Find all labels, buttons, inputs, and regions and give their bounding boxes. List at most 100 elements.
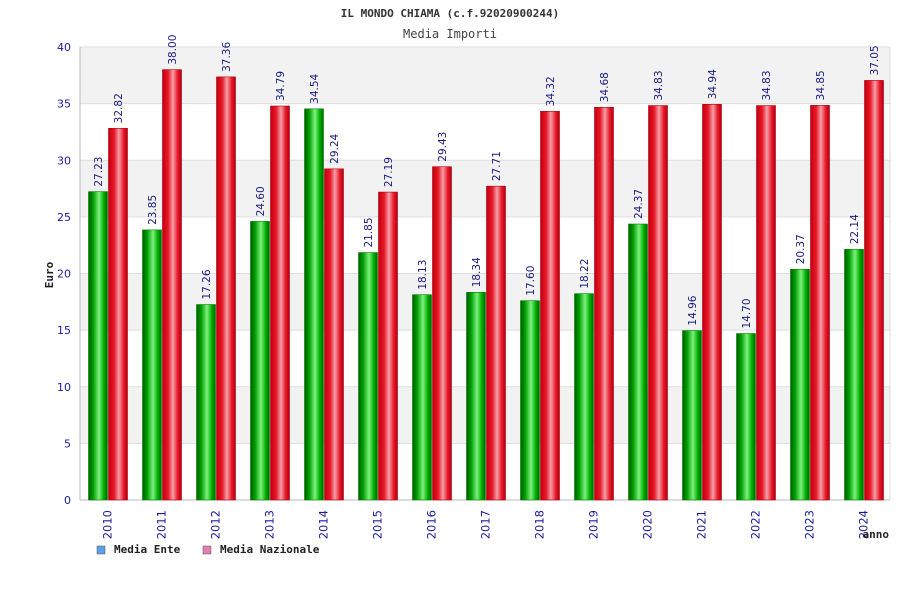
bar-media-nazionale: [540, 111, 560, 501]
bar-value-label: 34.32: [545, 76, 557, 106]
y-axis-ticks: 0 5 10 15 20 25 30 35 40: [57, 41, 71, 507]
bars: [88, 69, 884, 501]
legend-swatch-nazionale: [202, 545, 212, 555]
bar-media-nazionale: [216, 76, 236, 501]
bar-media-ente: [628, 223, 648, 501]
x-tick-label: 2023: [803, 510, 817, 539]
bar-value-label: 14.70: [741, 298, 753, 328]
x-tick-label: 2022: [749, 510, 763, 539]
bar-media-nazionale: [864, 80, 884, 501]
bar-media-ente: [196, 304, 216, 501]
x-tick-label: 2012: [209, 510, 223, 539]
bar-value-label: 17.26: [201, 269, 213, 299]
y-axis-label: Euro: [43, 261, 56, 288]
y-tick-label: 35: [57, 98, 71, 111]
bar-media-nazionale: [810, 105, 830, 501]
bar-media-nazionale: [162, 69, 182, 501]
bar-media-ente: [142, 229, 162, 501]
bar-value-label: 29.24: [329, 133, 341, 163]
bar-media-nazionale: [702, 104, 722, 501]
x-tick-label: 2013: [263, 510, 277, 539]
bar-media-ente: [844, 248, 864, 501]
y-tick-label: 10: [57, 381, 71, 394]
bar-value-label: 37.05: [869, 45, 881, 75]
x-tick-label: 2019: [587, 510, 601, 539]
x-tick-label: 2018: [533, 510, 547, 539]
x-tick-label: 2016: [425, 510, 439, 539]
legend-label-ente: Media Ente: [114, 543, 181, 556]
bar-value-label: 24.37: [633, 189, 645, 219]
bar-media-nazionale: [108, 128, 128, 501]
x-tick-label: 2015: [371, 510, 385, 539]
bar-media-ente: [736, 333, 756, 501]
bar-media-nazionale: [270, 105, 290, 501]
y-tick-label: 0: [64, 494, 71, 507]
value-labels: 27.23 32.82 23.85 38.00 17.26 37.36 24.60 34.79…: [93, 35, 881, 329]
x-tick-label: 2011: [155, 510, 169, 539]
bar-value-label: 27.71: [491, 151, 503, 181]
bar-value-label: 38.00: [167, 35, 179, 65]
bar-value-label: 20.37: [795, 234, 807, 264]
bar-value-label: 23.85: [147, 195, 159, 225]
bar-value-label: 34.54: [309, 73, 321, 103]
bar-value-label: 34.94: [707, 69, 719, 99]
bar-value-label: 29.43: [437, 132, 449, 162]
plot-band: [80, 103, 890, 161]
bar-media-nazionale: [324, 168, 344, 501]
bar-value-label: 34.85: [815, 70, 827, 100]
bar-media-ente: [358, 252, 378, 501]
y-tick-label: 15: [57, 324, 71, 337]
bar-media-ente: [250, 221, 270, 501]
bar-value-label: 17.60: [525, 266, 537, 296]
bar-value-label: 18.22: [579, 259, 591, 289]
x-tick-label: 2017: [479, 510, 493, 539]
bar-value-label: 32.82: [113, 93, 125, 123]
bar-media-ente: [304, 108, 324, 501]
chart-subtitle: Media Importi: [403, 27, 497, 41]
y-tick-label: 25: [57, 211, 71, 224]
bar-value-label: 34.83: [761, 70, 773, 100]
bar-value-label: 34.79: [275, 71, 287, 101]
bar-media-nazionale: [648, 105, 668, 501]
bar-value-label: 21.85: [363, 217, 375, 247]
bar-media-ente: [520, 300, 540, 501]
bar-media-nazionale: [378, 191, 398, 501]
bar-value-label: 18.13: [417, 260, 429, 290]
bar-media-ente: [790, 269, 810, 501]
bar-media-ente: [574, 293, 594, 501]
plot-band: [80, 160, 890, 217]
x-axis-label: anno: [863, 528, 890, 541]
chart-title: IL MONDO CHIAMA (c.f.92020900244): [341, 7, 560, 20]
bar-media-ente: [466, 291, 486, 501]
x-tick-label: 2024: [857, 510, 871, 539]
bar-value-label: 34.83: [653, 70, 665, 100]
x-tick-label: 2014: [317, 510, 331, 539]
plot-band: [80, 216, 890, 274]
bar-value-label: 24.60: [255, 186, 267, 216]
bar-media-nazionale: [756, 105, 776, 501]
bar-value-label: 27.19: [383, 157, 395, 187]
x-tick-label: 2020: [641, 510, 655, 539]
bar-value-label: 14.96: [687, 295, 699, 325]
y-tick-label: 40: [57, 41, 71, 54]
bar-value-label: 37.36: [221, 42, 233, 72]
bar-value-label: 18.34: [471, 257, 483, 287]
bar-media-ente: [412, 294, 432, 501]
y-tick-label: 30: [57, 154, 71, 167]
legend-label-nazionale: Media Nazionale: [220, 543, 320, 556]
plot-band: [80, 47, 890, 104]
bar-media-ente: [88, 191, 108, 501]
legend: Media Ente Media Nazionale: [96, 543, 320, 556]
bar-media-ente: [682, 330, 702, 501]
y-tick-label: 20: [57, 268, 71, 281]
x-tick-label: 2010: [101, 510, 115, 539]
bar-media-nazionale: [594, 106, 614, 501]
bar-value-label: 34.68: [599, 72, 611, 102]
x-axis-ticks: 2010 2011 2012 2013 2014 2015 2016 2017 2018 2019…: [101, 510, 871, 539]
y-tick-label: 5: [64, 437, 71, 450]
bar-value-label: 27.23: [93, 157, 105, 187]
x-tick-label: 2021: [695, 510, 709, 539]
bar-value-label: 22.14: [849, 214, 861, 244]
legend-swatch-ente: [96, 545, 106, 555]
